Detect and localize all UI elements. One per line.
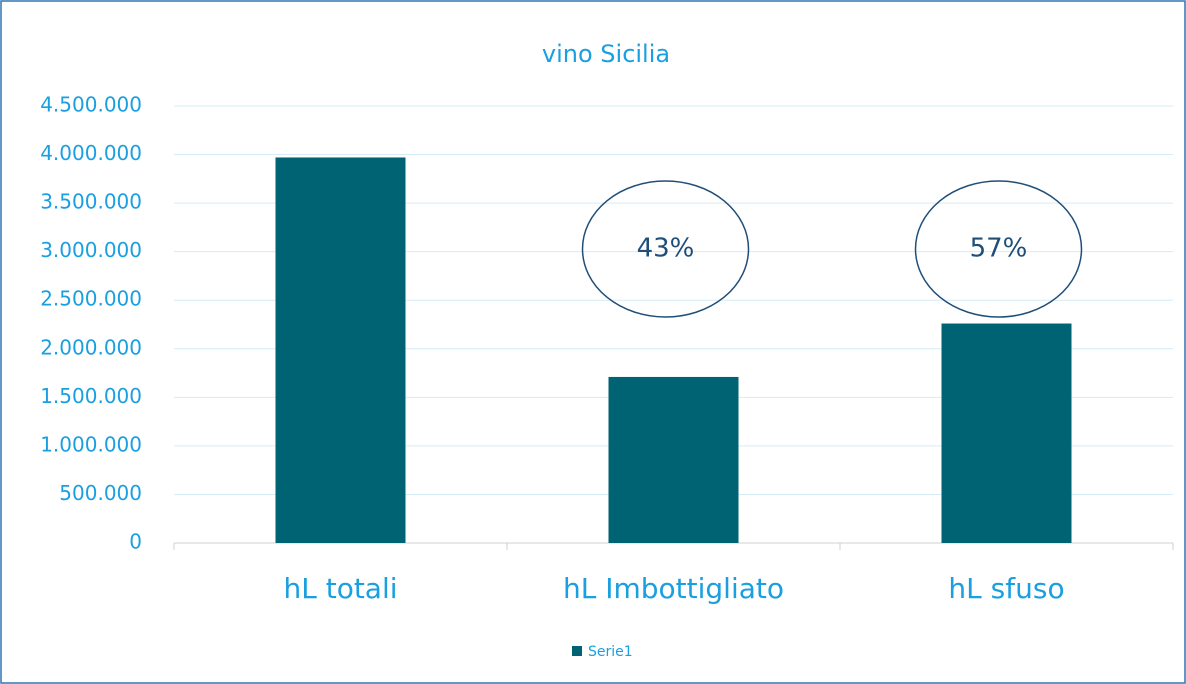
- legend-swatch: [572, 646, 582, 656]
- legend-label: Serie1: [588, 644, 633, 660]
- y-tick-label: 3.000.000: [40, 238, 142, 262]
- annotation-ellipse: [581, 180, 750, 318]
- y-tick-label: 2.500.000: [40, 287, 142, 311]
- y-tick-label: 500.000: [59, 481, 142, 505]
- x-tick-label: hL sfuso: [948, 572, 1064, 605]
- y-tick-label: 4.500.000: [40, 93, 142, 117]
- chart-title: vino Sicilia: [542, 40, 670, 68]
- x-tick-label: hL Imbottigliato: [563, 572, 784, 605]
- y-tick-label: 4.000.000: [40, 141, 142, 165]
- x-tick-label: hL totali: [283, 572, 397, 605]
- annotation-ellipse: [914, 180, 1083, 318]
- y-tick-label: 0: [129, 530, 142, 554]
- y-tick-label: 1.000.000: [40, 432, 142, 456]
- annotation-label: 43%: [637, 234, 695, 264]
- annotation-label: 57%: [970, 234, 1028, 264]
- y-tick-label: 2.000.000: [40, 335, 142, 359]
- y-tick-label: 3.500.000: [40, 190, 142, 214]
- bar: [608, 376, 739, 543]
- bar: [275, 157, 406, 544]
- y-tick-label: 1.500.000: [40, 384, 142, 408]
- bar: [941, 323, 1072, 543]
